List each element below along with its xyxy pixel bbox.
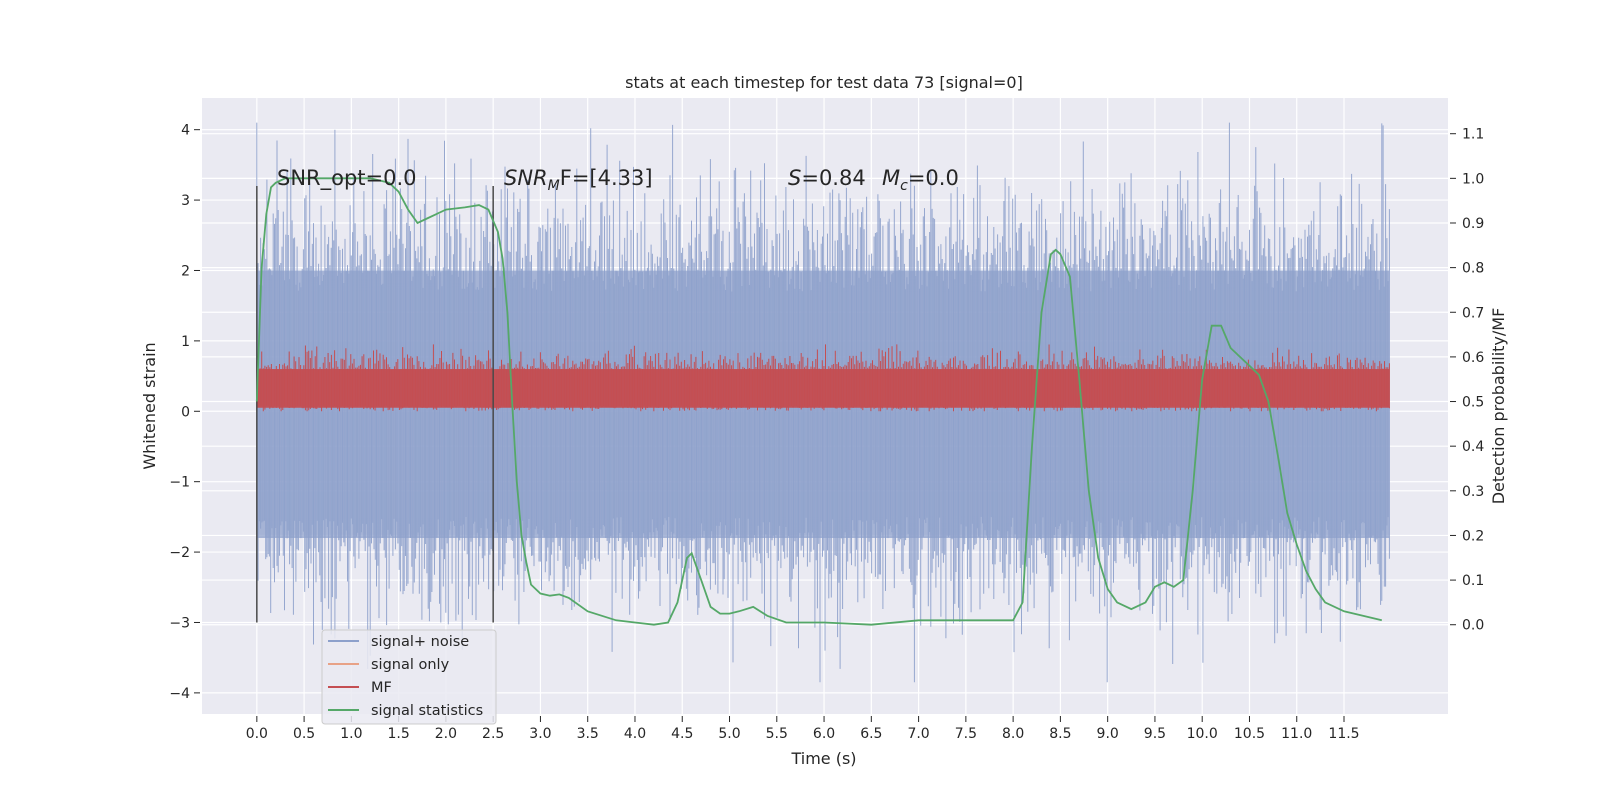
y-tick-label: 4	[181, 123, 190, 139]
vertical-markers	[256, 186, 494, 623]
annotation-snr-mf-sub: M	[548, 178, 560, 194]
x-tick-label: 6.5	[860, 726, 882, 742]
legend-label-signal-noise: signal+ noise	[371, 634, 469, 650]
x-tick-label: 0.5	[293, 726, 315, 742]
left-y-ticks: −4 −3 −2 −1 0 1 2 3 4	[169, 123, 200, 702]
legend-label-signal-only: signal only	[371, 657, 450, 673]
x-tick-label: 7.5	[955, 726, 977, 742]
annotation-snr-opt: SNR_opt=0.0	[277, 166, 417, 191]
y2-tick-label: 0.8	[1462, 261, 1484, 277]
y-tick-label: 2	[181, 263, 190, 279]
y2-tick-label: 1.0	[1462, 171, 1484, 187]
chart-title: stats at each timestep for test data 73 …	[625, 73, 1023, 92]
x-tick-label: 3.5	[577, 726, 599, 742]
x-tick-label: 5.0	[718, 726, 740, 742]
y2-tick-label: 0.5	[1462, 395, 1484, 411]
y2-tick-label: 0.0	[1462, 618, 1484, 634]
x-tick-label: 5.5	[766, 726, 788, 742]
x-tick-label: 3.0	[529, 726, 551, 742]
y2-tick-label: 0.6	[1462, 350, 1484, 366]
legend: signal+ noise signal only MF signal stat…	[321, 629, 497, 725]
annotation-s: S=0.84	[788, 166, 866, 190]
y2-tick-label: 0.3	[1462, 484, 1484, 500]
series-signal-statistics	[255, 177, 1383, 626]
annotation-mc-sub: c	[900, 178, 908, 194]
y-tick-label: −2	[169, 545, 190, 561]
x-axis-label: Time (s)	[790, 749, 856, 768]
annotation-snr-mf-rest: F=[4.33]	[560, 166, 653, 190]
y-tick-label: 0	[181, 404, 190, 420]
legend-label-mf: MF	[371, 680, 392, 696]
x-ticks: 0.0 0.5 1.0 1.5 2.0 2.5 3.0 3.5 4.0 4.5 5.0 5.5 6.0 6…	[246, 716, 1360, 742]
x-tick-label: 10.5	[1234, 726, 1265, 742]
annotation-snr-mf-var: SNR	[504, 166, 548, 190]
x-tick-label: 1.5	[388, 726, 410, 742]
x-tick-label: 9.0	[1097, 726, 1119, 742]
y2-tick-label: 0.7	[1462, 305, 1484, 321]
x-tick-label: 10.0	[1187, 726, 1218, 742]
x-tick-label: 9.5	[1144, 726, 1166, 742]
y-axis-label: Whitened strain	[140, 342, 159, 469]
annotation-mc-rest: =0.0	[908, 166, 959, 190]
x-tick-label: 0.0	[246, 726, 268, 742]
x-tick-label: 1.0	[340, 726, 362, 742]
y-tick-label: −1	[169, 475, 190, 491]
x-tick-label: 4.0	[624, 726, 646, 742]
y-tick-label: −3	[169, 615, 190, 631]
y2-tick-label: 0.2	[1462, 528, 1484, 544]
x-tick-label: 6.0	[813, 726, 835, 742]
x-tick-label: 11.0	[1281, 726, 1312, 742]
y2-tick-label: 0.9	[1462, 216, 1484, 232]
annotation-mc: Mc=0.0	[882, 166, 959, 194]
y2-axis-label: Detection probability/MF	[1489, 308, 1508, 505]
legend-box	[321, 629, 497, 725]
right-y-ticks: 0.0 0.1 0.2 0.3 0.4 0.5 0.6 0.7 0.8 0.9 1.0 1.1	[1450, 127, 1484, 634]
x-tick-label: 11.5	[1328, 726, 1359, 742]
annotation-s-var: S	[788, 166, 801, 190]
x-tick-label: 7.0	[907, 726, 929, 742]
x-tick-label: 8.5	[1049, 726, 1071, 742]
annotation-mc-var: M	[882, 166, 900, 190]
x-tick-label: 4.5	[671, 726, 693, 742]
annotation-s-rest: =0.84	[801, 166, 865, 190]
x-tick-label: 2.5	[482, 726, 504, 742]
x-tick-label: 2.0	[435, 726, 457, 742]
y-tick-label: −4	[169, 686, 190, 702]
annotation-snr-mf: SNRMF=[4.33]	[504, 166, 653, 194]
legend-label-signal-statistics: signal statistics	[371, 703, 483, 719]
y2-tick-label: 1.1	[1462, 127, 1484, 143]
y-tick-label: 3	[181, 193, 190, 209]
y-tick-label: 1	[181, 334, 190, 350]
y2-tick-label: 0.4	[1462, 439, 1484, 455]
x-tick-label: 8.0	[1002, 726, 1024, 742]
y2-tick-label: 0.1	[1462, 573, 1484, 589]
